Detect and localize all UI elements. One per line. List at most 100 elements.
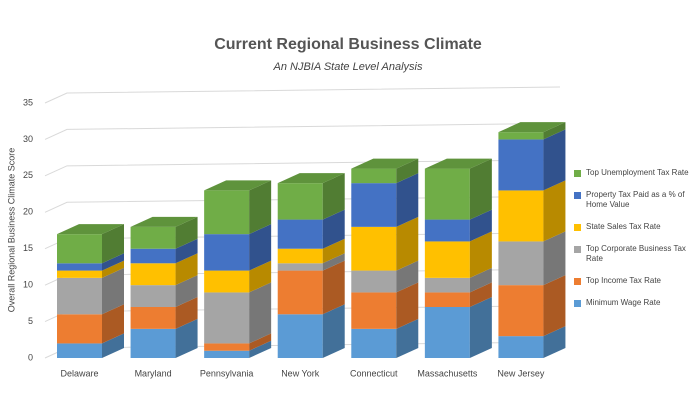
bar-segment — [424, 168, 470, 220]
bar-segment — [204, 190, 250, 235]
legend-label: Minimum Wage Rate — [586, 298, 661, 307]
bar-side — [102, 253, 124, 271]
legend-item: Top Corporate Business Tax Rate — [574, 244, 692, 264]
bar-segment — [277, 263, 323, 271]
bar-side — [102, 333, 124, 358]
bar-side — [102, 267, 124, 315]
bar-segment — [130, 307, 176, 329]
x-tick-label: New York — [281, 368, 320, 378]
legend-label: Property Tax Paid as a % of Home Value — [586, 190, 685, 209]
legend-item: Property Tax Paid as a % of Home Value — [574, 190, 692, 210]
bar-side — [543, 275, 566, 337]
legend-item: State Sales Tax Rate — [574, 222, 692, 232]
bar-segment — [498, 285, 544, 337]
legend-swatch — [574, 224, 581, 231]
bar-side — [469, 282, 492, 307]
bar-side — [543, 231, 566, 286]
y-tick-label: 30 — [23, 134, 33, 144]
bar-top — [351, 158, 419, 169]
legend-swatch — [574, 170, 581, 177]
x-tick-label: Connecticut — [350, 368, 398, 378]
bar-side — [322, 304, 345, 358]
legend: Top Unemployment Tax Rate Property Tax Pa… — [574, 168, 692, 320]
bar-segment — [130, 226, 176, 249]
bar-segment — [57, 277, 102, 315]
bar-side — [322, 209, 345, 249]
bar-segment — [57, 343, 102, 358]
bar-side — [469, 231, 492, 278]
legend-label: Top Unemployment Tax Rate — [586, 168, 689, 177]
bar-segment — [57, 263, 102, 271]
bar-segment — [57, 314, 102, 344]
bar-side — [396, 158, 419, 184]
bar-side — [249, 282, 272, 344]
bar-segment — [204, 234, 250, 271]
bar-side — [469, 158, 492, 220]
bar-segment — [204, 350, 250, 358]
bar-side — [322, 173, 345, 220]
x-tick-label: Massachusetts — [417, 368, 478, 378]
bar-side — [322, 238, 345, 264]
bar-segment — [351, 226, 397, 271]
legend-item: Top Unemployment Tax Rate — [574, 168, 692, 178]
bar-side — [543, 180, 566, 242]
bar-segment — [277, 270, 323, 315]
bar-side — [396, 173, 419, 227]
bar-side — [102, 260, 124, 278]
bar-side — [469, 267, 492, 293]
bar-side — [396, 282, 419, 329]
bar-segment — [204, 270, 250, 293]
y-tick-label: 5 — [28, 316, 33, 326]
y-tick-label: 20 — [23, 207, 33, 217]
legend-swatch — [574, 300, 581, 307]
bar-side — [249, 260, 272, 293]
legend-swatch — [574, 246, 581, 253]
legend-swatch — [574, 192, 581, 199]
x-tick-label: Maryland — [135, 368, 172, 378]
x-tick-label: New Jersey — [497, 368, 545, 378]
bar-top — [498, 122, 566, 133]
x-tick-label: Delaware — [60, 368, 98, 378]
bar-segment — [424, 307, 470, 358]
bar-segment — [498, 139, 544, 191]
legend-item: Top Income Tax Rate — [574, 276, 692, 286]
bar-segment — [204, 343, 250, 351]
bar-side — [175, 275, 198, 307]
legend-item: Minimum Wage Rate — [574, 298, 692, 308]
bar-top — [424, 158, 492, 169]
bar-segment — [351, 328, 397, 358]
bar-segment — [424, 219, 470, 242]
bar-side — [322, 253, 345, 271]
y-tick-label: 25 — [23, 170, 33, 180]
y-axis-label: Overall Regional Business Climate Score — [6, 148, 16, 313]
bar-top — [277, 173, 345, 184]
bar-segment — [57, 234, 102, 264]
x-tick-label: Pennsylvania — [200, 368, 254, 378]
bar-side — [249, 333, 272, 351]
grid-line — [44, 122, 561, 140]
bar-side — [102, 224, 124, 264]
bar-segment — [351, 270, 397, 293]
legend-label: State Sales Tax Rate — [586, 222, 661, 231]
bar-segment — [424, 277, 470, 293]
chart-title: Current Regional Business Climate — [214, 36, 482, 53]
legend-label: Top Income Tax Rate — [586, 276, 662, 285]
bar-segment — [424, 292, 470, 307]
bar-segment — [498, 132, 544, 140]
bar-segment — [498, 241, 544, 286]
bar-segment — [130, 248, 176, 264]
bar-segment — [57, 270, 102, 278]
bar-side — [396, 216, 419, 271]
bar-side — [249, 224, 272, 271]
bar-side — [175, 297, 198, 329]
bar-segment — [498, 336, 544, 358]
bar-segment — [277, 219, 323, 249]
bar-side — [469, 209, 492, 242]
bar-segment — [351, 292, 397, 329]
chart-subtitle: An NJBIA State Level Analysis — [273, 61, 423, 73]
bar-top — [57, 224, 124, 235]
y-tick-label: 10 — [23, 280, 33, 290]
bar-segment — [277, 248, 323, 264]
